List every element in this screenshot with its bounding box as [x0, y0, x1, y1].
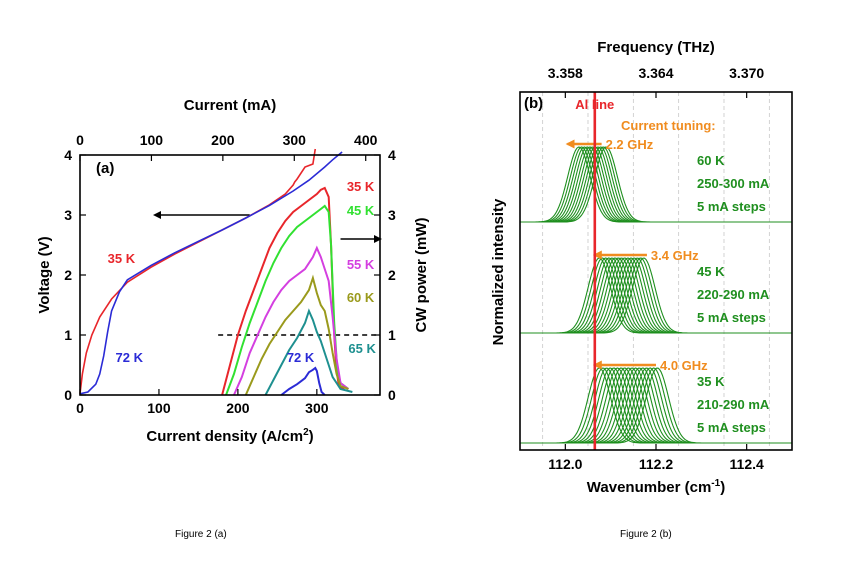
caption-b: Figure 2 (b): [620, 529, 672, 540]
panel-b-y-axis-label: Normalized intensity: [490, 198, 507, 345]
power-label-60-k: 60 K: [347, 290, 375, 305]
panel-a-top-tick-label: 300: [283, 132, 307, 148]
panel-b-top-tick-label: 3.370: [729, 65, 764, 81]
al-line-label: Al line: [575, 97, 614, 112]
voltage-line-72-k: [79, 151, 343, 395]
panel-a-x-tick-label: 200: [226, 400, 250, 416]
group-temperature-label: 60 K: [697, 153, 725, 168]
panel-a-y-tick-label: 4: [64, 147, 72, 163]
power-line-55-k: [233, 245, 350, 396]
power-line-45-k: [225, 204, 350, 396]
current-tuning-label: Current tuning:: [621, 118, 716, 133]
panel-a-axes-frame: [79, 154, 381, 396]
spectrum-curve: [520, 257, 792, 334]
panel-a-right-tick-label: 1: [388, 327, 396, 343]
tuning-shift-label: 3.4 GHz: [651, 248, 699, 263]
power-line-65-k: [264, 308, 353, 396]
panel-b-x-tick-label: 112.2: [639, 456, 673, 472]
panel-b-x-tick-label: 112.0: [548, 456, 582, 472]
group-current-range-label: 220-290 mA: [697, 287, 770, 302]
panel-a-right-tick-label: 0: [388, 387, 396, 403]
power-label-45-k: 45 K: [347, 203, 375, 218]
group-step-label: 5 mA steps: [697, 199, 766, 214]
panel-b-axes-frame: [519, 91, 793, 451]
voltage-label-35-k: 35 K: [108, 251, 136, 266]
panel-a-label: (a): [96, 160, 114, 177]
power-line-35-k: [221, 186, 345, 396]
group-temperature-label: 45 K: [697, 264, 725, 279]
panel-a-right-y-axis-label: CW power (mW): [413, 218, 430, 333]
panel-b-x-tick-label: 112.4: [730, 456, 764, 472]
panel-b-x-axis-label: Wavenumber (cm-1): [587, 478, 725, 496]
power-label-35-k: 35 K: [347, 179, 375, 194]
panel-b-top-axis-label: Frequency (THz): [597, 39, 715, 56]
power-line-72-k: [280, 366, 326, 396]
panel-a-y-tick-label: 1: [64, 327, 72, 343]
tuning-shift-label: 2.2 GHz: [606, 137, 654, 152]
panel-a: 35 K72 K35 K45 K55 K60 K65 K72 K 0 100 200…: [36, 97, 430, 445]
panel-a-top-tick-label: 0: [76, 132, 84, 148]
voltage-label-72-k: 72 K: [116, 350, 144, 365]
group-step-label: 5 mA steps: [697, 420, 766, 435]
group-step-label: 5 mA steps: [697, 310, 766, 325]
power-label-55-k: 55 K: [347, 257, 375, 272]
panel-a-x-tick-label: 0: [76, 400, 84, 416]
caption-a: Figure 2 (a): [175, 529, 227, 540]
panel-a-right-tick-label: 4: [388, 147, 396, 163]
panel-b-top-tick-label: 3.358: [548, 65, 583, 81]
panel-a-y-axis-label: Voltage (V): [36, 236, 53, 313]
panel-a-plot-lines: 35 K 72 K 35 K 45 K 55 K 60 K 65 K 72 K: [79, 148, 382, 396]
power-label-72-k: 72 K: [287, 350, 315, 365]
tuning-shift-label: 4.0 GHz: [660, 358, 708, 373]
spectrum-curve: [520, 146, 792, 223]
power-line-60-k: [244, 274, 349, 396]
panel-a-top-tick-label: 200: [211, 132, 235, 148]
panel-a-y-tick-label: 2: [64, 267, 72, 283]
panel-b-top-tick-label: 3.364: [638, 65, 673, 81]
group-temperature-label: 35 K: [697, 374, 725, 389]
power-label-65-k: 65 K: [348, 341, 376, 356]
panel-a-y-tick-label: 0: [64, 387, 72, 403]
panel-a-right-tick-label: 2: [388, 267, 396, 283]
group-current-range-label: 250-300 mA: [697, 176, 770, 191]
panel-b-label: (b): [524, 95, 543, 112]
panel-a-x-tick-label: 100: [147, 400, 171, 416]
panel-a-top-axis-label: Current (mA): [184, 97, 277, 114]
panel-b-plot-lines: 2.2 GHz 60 K 250-300 mA 5 mA steps 3.4 GHz45…: [520, 92, 792, 450]
panel-a-top-tick-label: 100: [140, 132, 164, 148]
panel-b: 2.2 GHz 60 K 250-300 mA 5 mA steps 3.4 GHz45…: [490, 39, 793, 496]
panel-a-x-tick-label: 300: [305, 400, 329, 416]
panel-a-top-tick-label: 400: [354, 132, 378, 148]
spectrum-curve: [520, 367, 792, 444]
panel-a-right-tick-label: 3: [388, 207, 396, 223]
panel-a-x-axis-label: Current density (A/cm2): [146, 427, 313, 445]
group-current-range-label: 210-290 mA: [697, 397, 770, 412]
panel-a-y-tick-label: 3: [64, 207, 72, 223]
